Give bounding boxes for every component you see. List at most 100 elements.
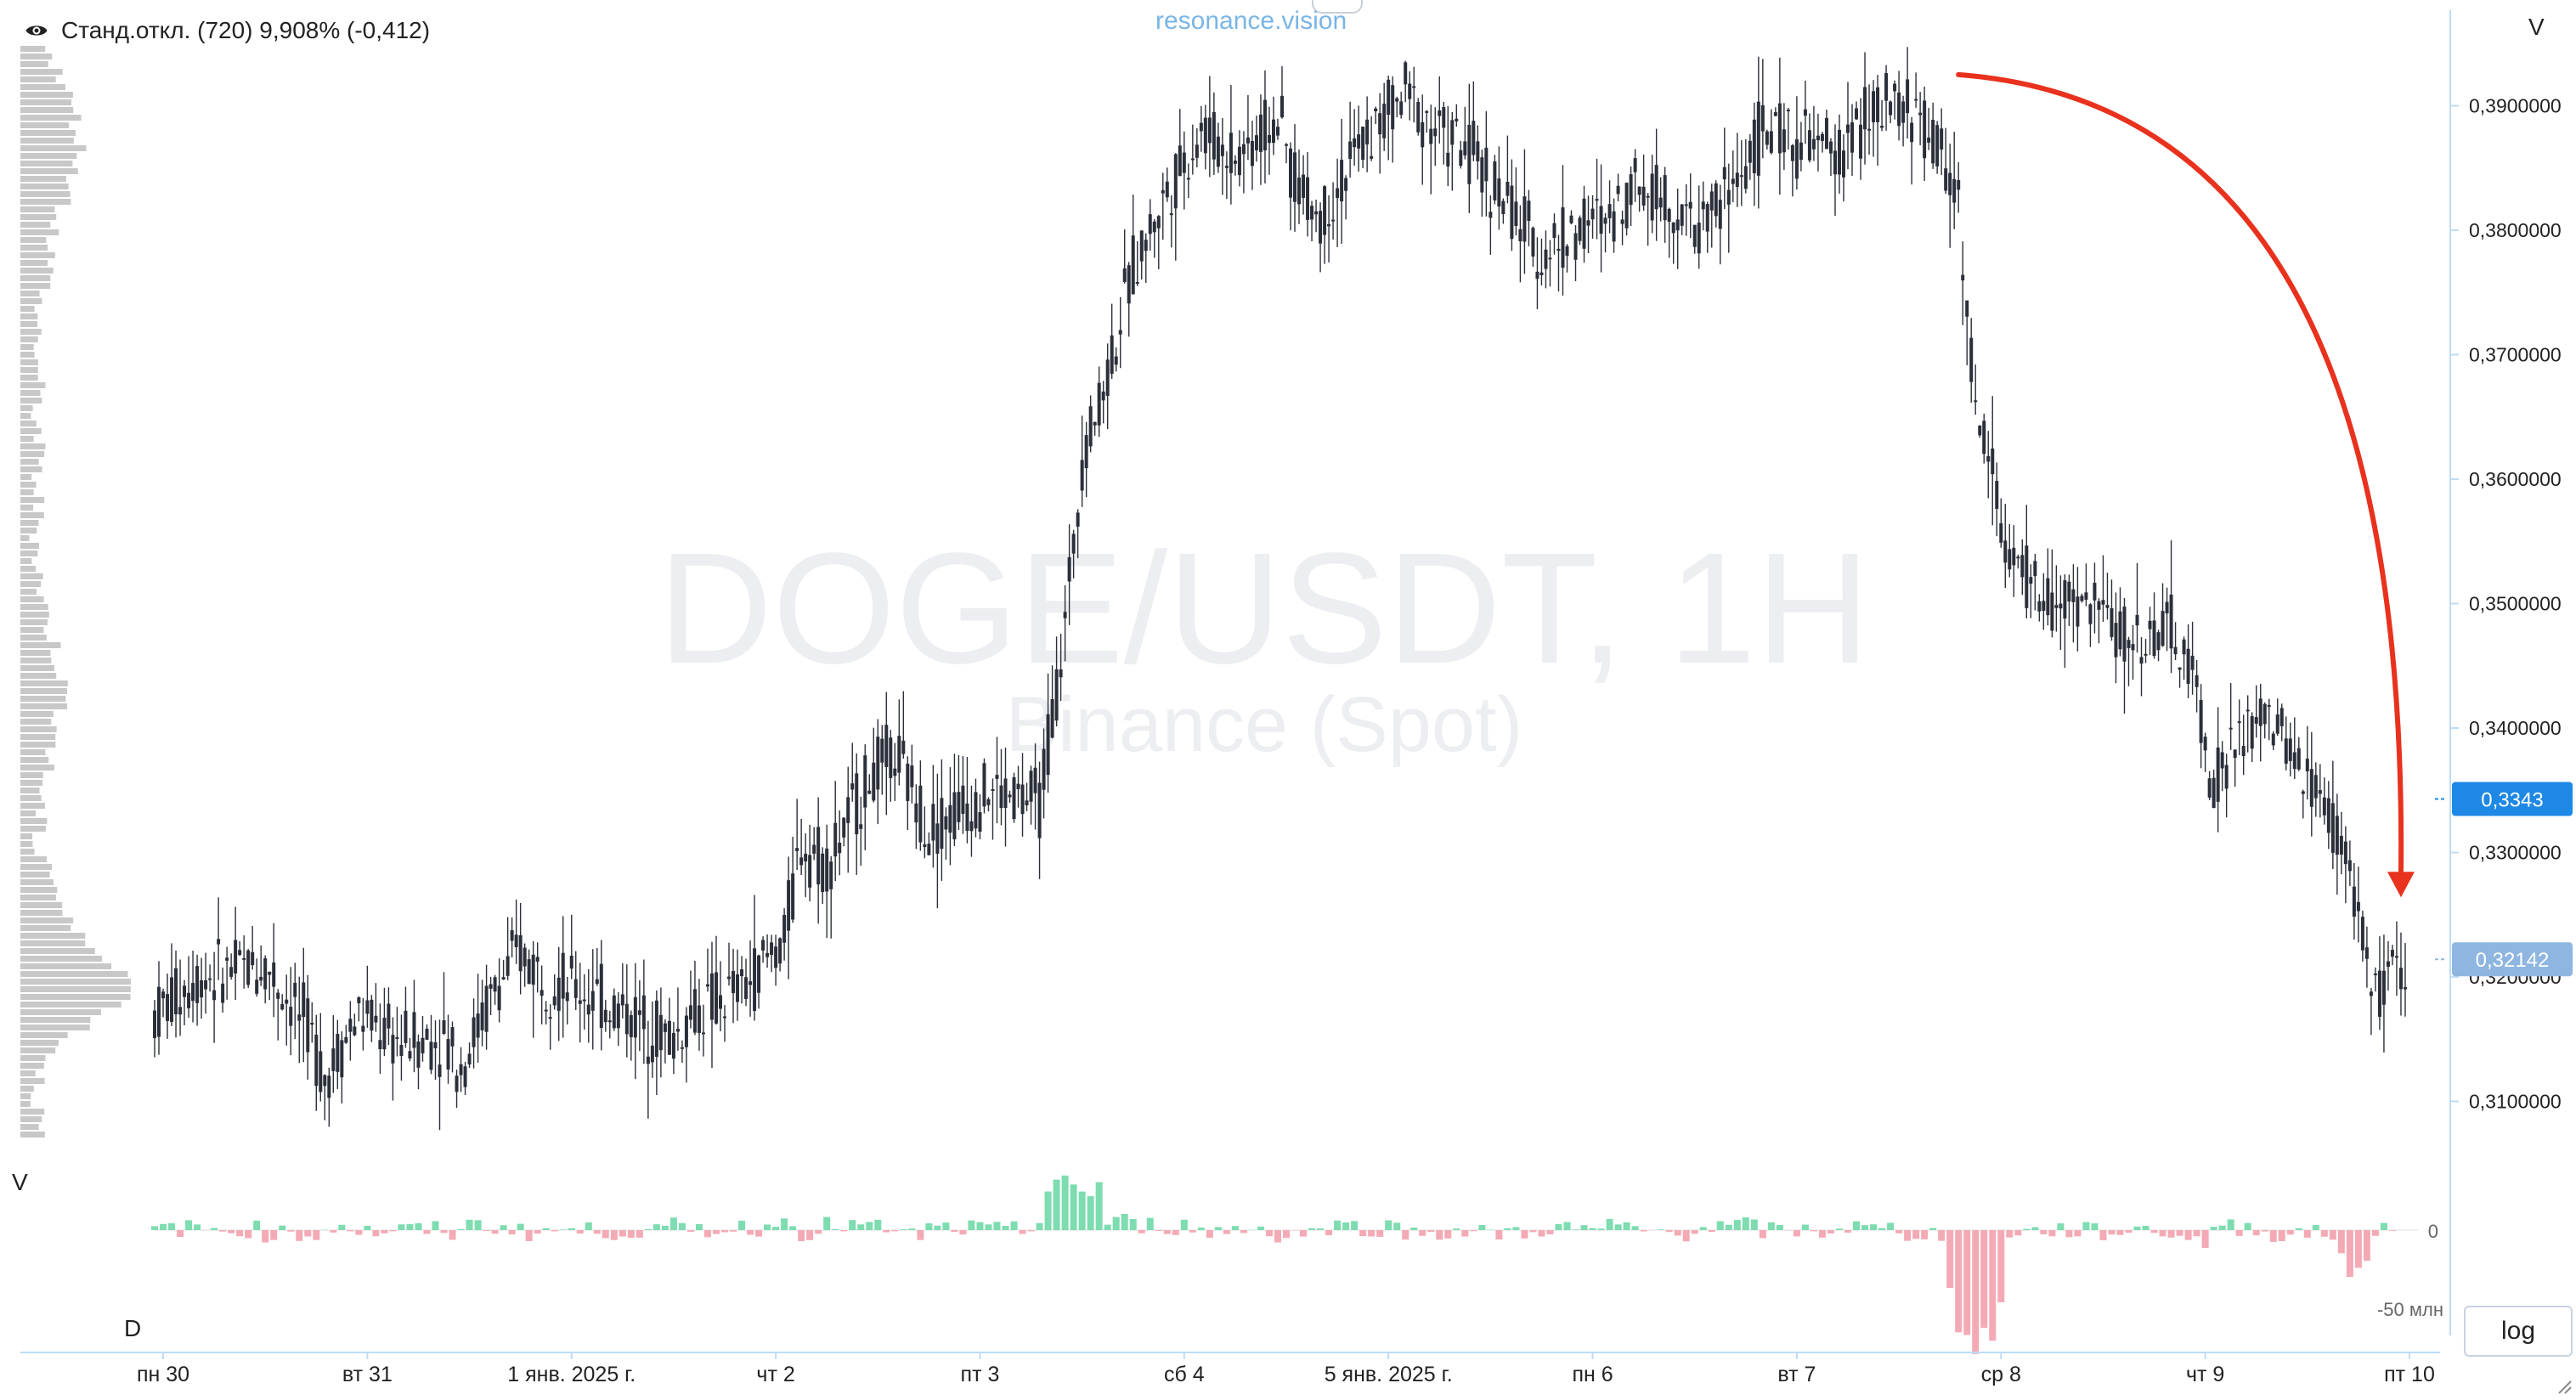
candle-body (1552, 223, 1556, 238)
delta-bar-negative (2099, 1230, 2107, 1241)
candle-body (935, 823, 940, 854)
candle-body (1786, 110, 1790, 112)
delta-bar-positive (1504, 1228, 1511, 1230)
candle-body (863, 755, 867, 808)
delta-bar-positive (764, 1224, 771, 1230)
delta-bar-positive (1776, 1224, 1783, 1230)
delta-bar-negative (1997, 1230, 2005, 1302)
candle-body (1497, 178, 1501, 207)
delta-bar-positive (1061, 1175, 1069, 1230)
candle-body (1310, 206, 1314, 220)
candle-body (1612, 211, 1616, 242)
volume-profile-bar (20, 948, 95, 954)
candle-body (965, 803, 969, 832)
price-axis[interactable]: 0,31000000,32000000,33000000,34000000,35… (2449, 10, 2562, 1335)
delta-bar-negative (262, 1230, 269, 1243)
volume-profile-bar (20, 772, 43, 778)
candle-body (1353, 138, 1357, 148)
candle-body (429, 1042, 433, 1070)
delta-bar-positive (211, 1228, 218, 1230)
candle-body (255, 979, 259, 994)
candle-body (276, 992, 280, 999)
candle-body (1476, 141, 1480, 161)
delta-bar-negative (1921, 1230, 1929, 1239)
delta-bar-negative (1325, 1230, 1333, 1236)
volume-profile-bar (20, 856, 48, 862)
delta-bar-negative (891, 1230, 899, 1232)
price-tag-label: 0,3343 (2481, 789, 2543, 812)
delta-bar-positive (2244, 1222, 2251, 1230)
candle-body (1718, 200, 1722, 229)
volume-profile-bar (20, 658, 52, 663)
candle-body (1794, 138, 1799, 179)
candle-body (2135, 614, 2139, 626)
candle-body (1816, 135, 1820, 141)
candle-body (514, 934, 518, 947)
candle-body (757, 955, 761, 993)
candle-body (1314, 211, 1319, 215)
delta-bar-negative (1155, 1230, 1162, 1232)
delta-bar-negative (2065, 1230, 2073, 1238)
candle-body (1974, 400, 1978, 403)
delta-bar-negative (330, 1230, 337, 1233)
candle-body (1803, 109, 1807, 116)
delta-bar-positive (2380, 1222, 2387, 1230)
candle-body (1548, 257, 1552, 260)
collapse-tab[interactable] (1312, 0, 1363, 14)
delta-bar-positive (168, 1222, 176, 1230)
x-tick-label: чт 9 (2186, 1363, 2224, 1386)
delta-bar-negative (1521, 1230, 1528, 1239)
delta-bar-negative (2329, 1230, 2336, 1240)
volume-profile-bar (20, 306, 35, 312)
candle-body (1616, 185, 1620, 195)
candle-body (1250, 140, 1254, 167)
candle-body (637, 1010, 641, 1015)
delta-bar-negative (2108, 1230, 2116, 1235)
candle-body (2037, 601, 2042, 612)
candle-body (859, 824, 863, 829)
candle-body (744, 977, 749, 999)
candle-body (2186, 648, 2190, 684)
delta-bar-negative (1759, 1230, 1766, 1239)
candle-body (697, 1005, 701, 1033)
candle-body (195, 966, 200, 1003)
candle-body (1161, 189, 1165, 194)
candle-body (399, 1044, 404, 1057)
delta-bar-negative (1274, 1230, 1281, 1243)
eye-icon[interactable] (24, 18, 49, 43)
x-tick-label: пт 10 (2384, 1363, 2435, 1386)
delta-bar-positive (1580, 1225, 1588, 1230)
delta-bar-negative (747, 1230, 754, 1235)
volume-profile-bar (20, 711, 54, 717)
volume-profile-bar (20, 161, 73, 167)
resize-handle-icon[interactable] (2556, 1378, 2573, 1395)
candle-body (297, 1014, 302, 1021)
candle-body (2322, 797, 2326, 816)
candle-body (1463, 141, 1467, 155)
delta-bar-negative (423, 1230, 431, 1234)
candle-body (1923, 100, 1927, 159)
time-axis[interactable]: пн 30 вт 31 1 янв. 2025 г. чт 2 пт 3 сб 4 5 ян… (20, 1352, 2440, 1386)
candle-body (884, 725, 889, 767)
candle-body (1650, 173, 1654, 221)
log-scale-button[interactable]: log (2464, 1306, 2573, 1357)
candle-body (1097, 382, 1101, 426)
volume-profile-bar (20, 153, 77, 159)
candle-body (1535, 271, 1539, 279)
candle-body (654, 1000, 658, 1057)
x-tick-label: пт 3 (961, 1363, 1000, 1386)
candle-body (1190, 158, 1195, 161)
candle-body (812, 844, 816, 854)
delta-bar-positive (1053, 1179, 1060, 1230)
delta-bar-positive (1631, 1226, 1639, 1230)
candle-body (978, 812, 982, 832)
candle-body (897, 736, 901, 773)
delta-bar-positive (1095, 1182, 1103, 1230)
indicator-legend[interactable]: Станд.откл. (720) 9,908% (-0,412) (24, 14, 430, 48)
delta-bar-positive (1334, 1220, 1342, 1230)
watermark-title: DOGE/USDT, 1H (658, 521, 1870, 697)
volume-profile-bar (20, 833, 33, 839)
candle-body (1906, 79, 1910, 114)
candle-body (200, 979, 204, 998)
